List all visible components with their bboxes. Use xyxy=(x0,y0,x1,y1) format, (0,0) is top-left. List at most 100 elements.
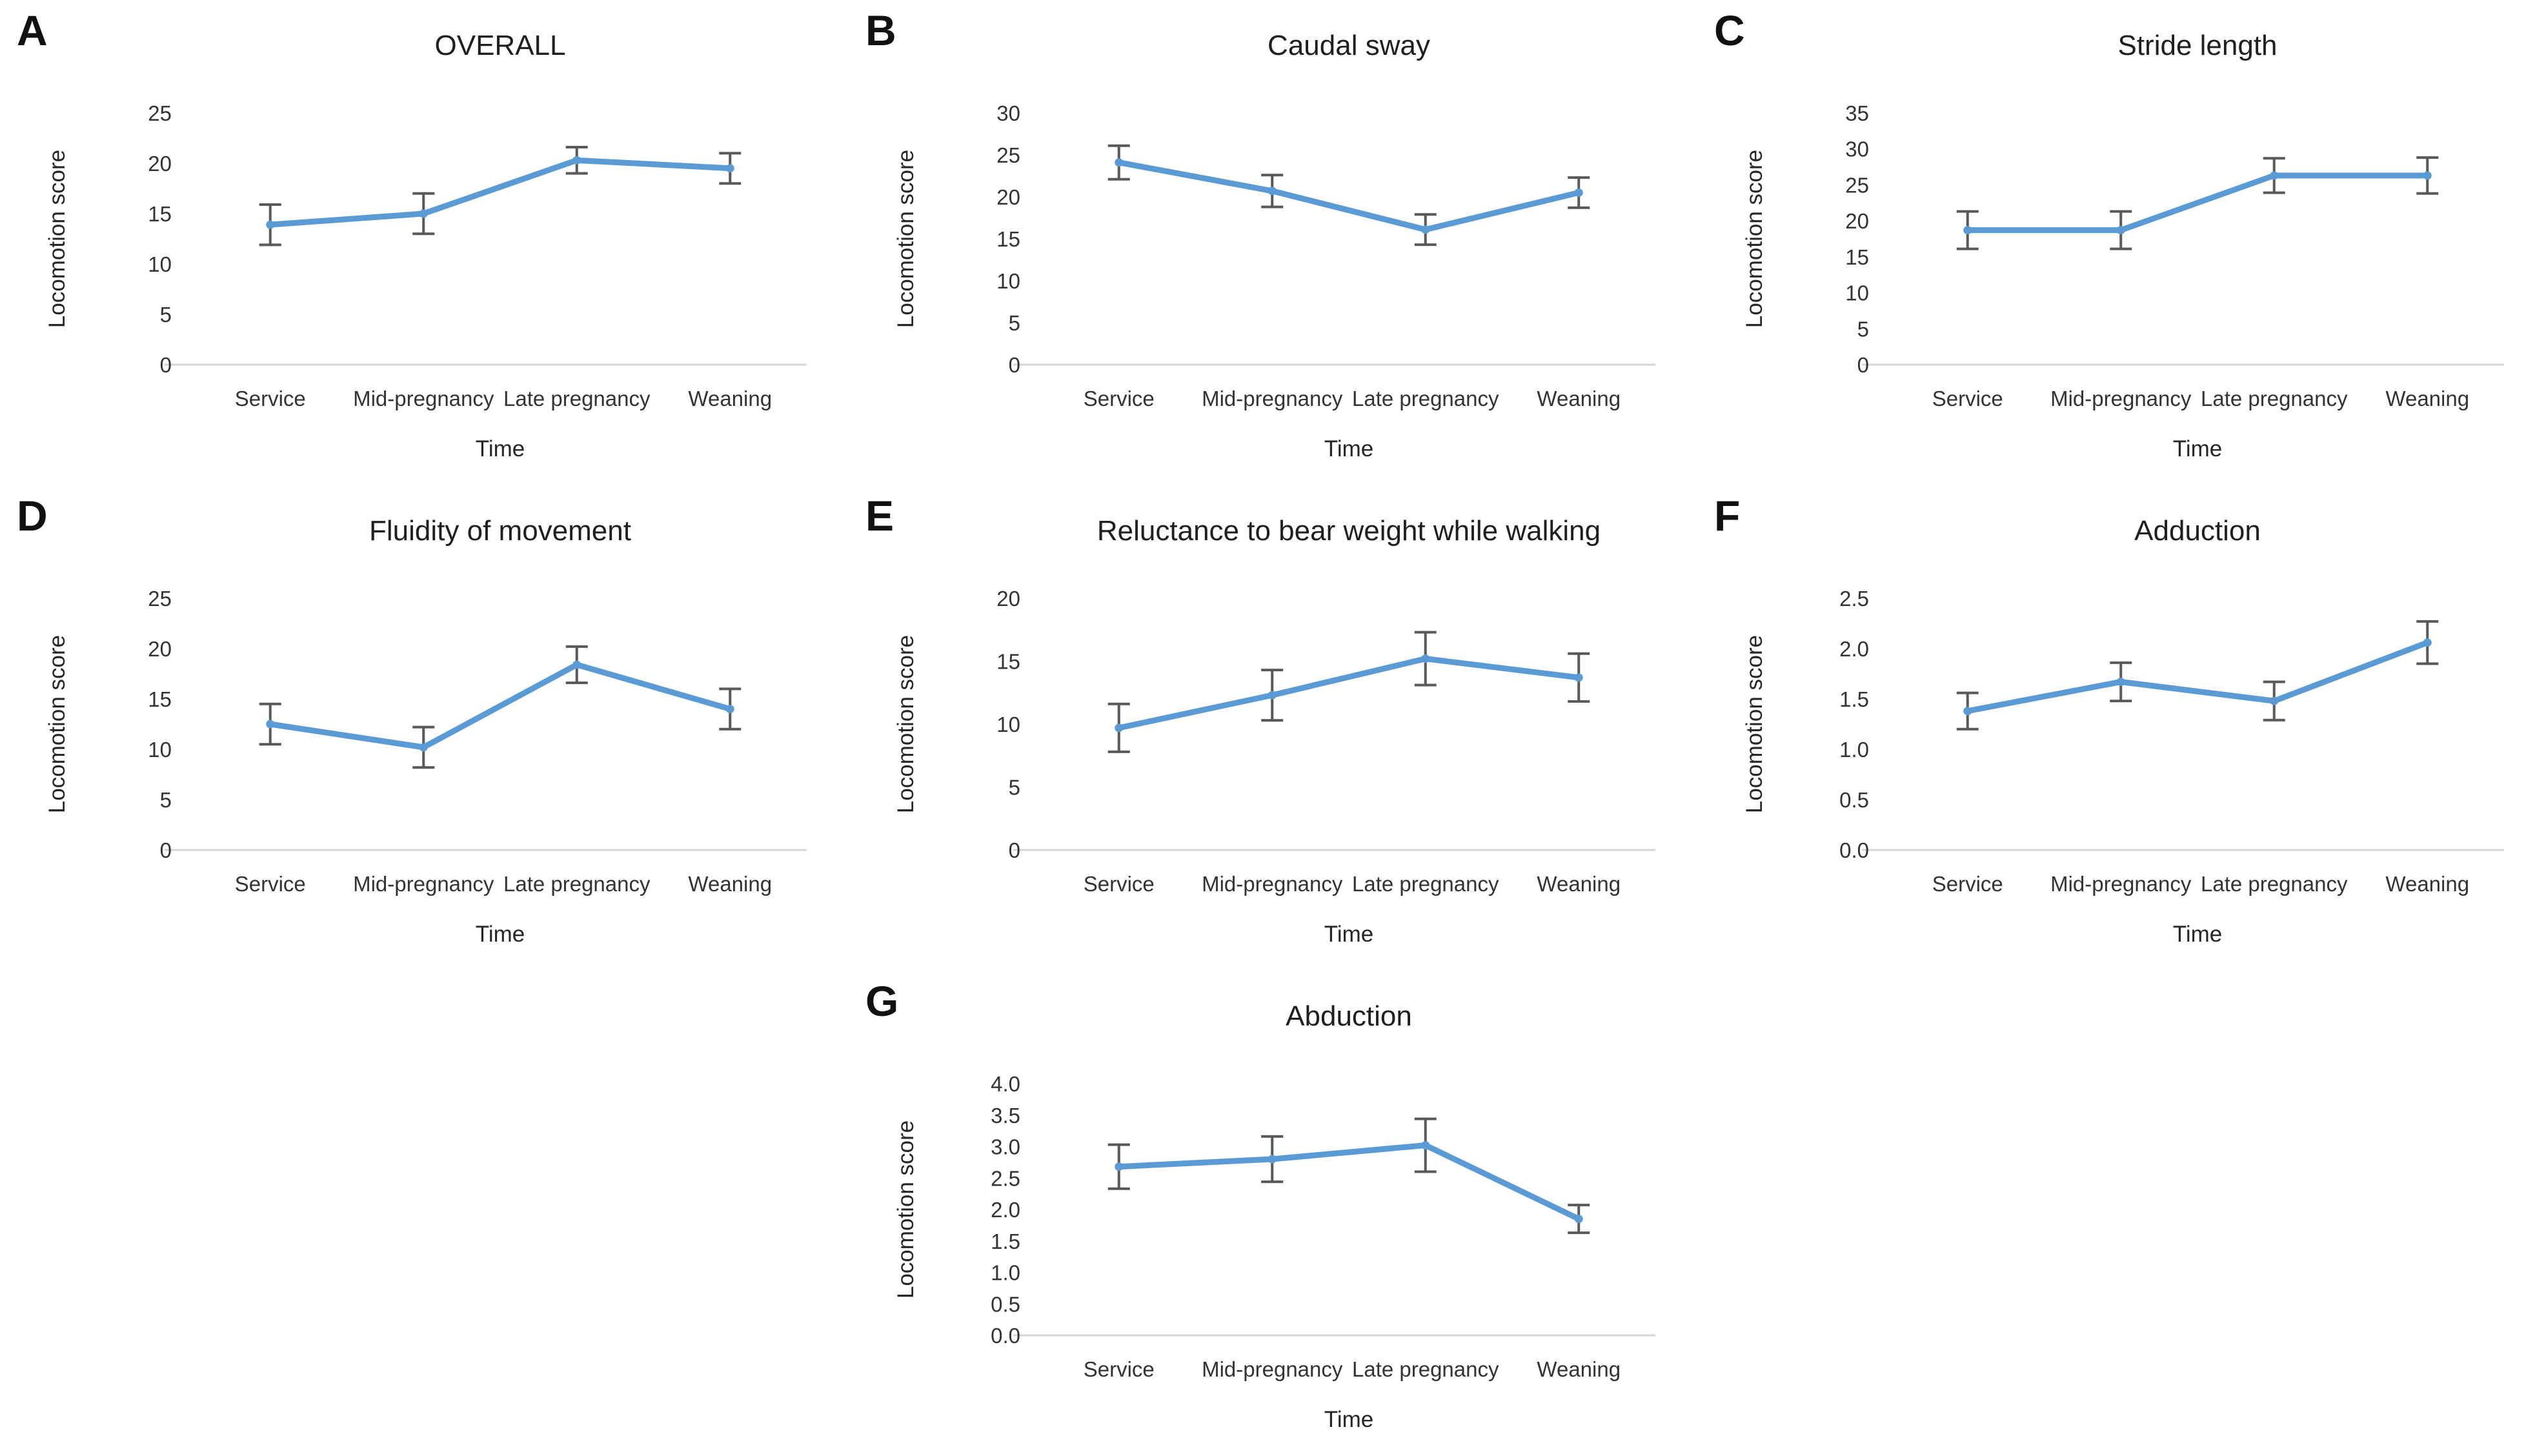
category-label: Service xyxy=(1084,387,1155,410)
y-tick-label: 0 xyxy=(160,353,172,377)
y-tick-label: 0 xyxy=(1857,353,1869,377)
y-tick-label: 1.0 xyxy=(991,1261,1020,1285)
y-tick-label: 30 xyxy=(996,101,1020,125)
data-point xyxy=(2270,171,2279,180)
data-point xyxy=(1963,707,1972,716)
line-chart: 0.0 0.5 1.0 1.5 2.0 2.5 3.0 3.5 4.0 Service Mid-pr… xyxy=(893,1072,1655,1432)
y-tick-label: 20 xyxy=(996,185,1020,209)
data-point xyxy=(2116,677,2125,686)
x-axis-title: Time xyxy=(476,436,525,461)
data-point xyxy=(1963,226,1972,235)
category-label: Weaning xyxy=(1537,872,1621,896)
y-axis-title: Locomotion score xyxy=(893,1120,918,1299)
y-tick-label: 15 xyxy=(996,650,1020,674)
category-label: Mid-pregnancy xyxy=(353,872,494,896)
category-label: Mid-pregnancy xyxy=(353,387,494,410)
chart-title: Fluidity of movement xyxy=(369,515,631,547)
y-tick-label: 5 xyxy=(1857,317,1869,341)
data-point xyxy=(1115,723,1124,733)
panel-letter: E xyxy=(865,492,894,540)
panel-e-reluctance: E Reluctance to bear weight while walkin… xyxy=(849,485,1697,971)
y-tick-label: 0 xyxy=(160,838,172,862)
y-axis-title: Locomotion score xyxy=(1742,150,1767,328)
category-label: Weaning xyxy=(1537,387,1621,410)
y-tick-label: 0.5 xyxy=(1839,788,1869,812)
y-tick-label: 30 xyxy=(1845,137,1869,161)
y-tick-label: 0 xyxy=(1009,353,1020,377)
panel-d-fluidity: D Fluidity of movement 0 5 10 15 20 25 Service… xyxy=(0,485,849,971)
line-chart: 0 5 10 15 20 25 Service Mid-pregnancy Late pregn… xyxy=(45,101,807,461)
y-tick-label: 2.5 xyxy=(991,1166,1020,1190)
y-tick-label: 1.0 xyxy=(1839,738,1869,762)
data-point xyxy=(419,743,428,752)
category-label: Service xyxy=(235,872,306,896)
y-axis-title: Locomotion score xyxy=(893,635,918,813)
data-point xyxy=(1574,673,1583,682)
data-point xyxy=(1268,691,1277,700)
category-label: Service xyxy=(1932,387,2003,410)
y-tick-label: 1.5 xyxy=(1839,687,1869,711)
data-point xyxy=(1115,1162,1124,1171)
y-tick-label: 4.0 xyxy=(991,1072,1020,1096)
y-tick-label: 20 xyxy=(148,152,172,176)
panel-letter: F xyxy=(1714,492,1741,540)
category-label: Late pregnancy xyxy=(2201,872,2348,896)
y-axis-title: Locomotion score xyxy=(1742,635,1767,813)
category-label: Weaning xyxy=(688,872,772,896)
series-line xyxy=(1965,172,2430,234)
y-tick-label: 25 xyxy=(1845,173,1869,197)
x-axis-title: Time xyxy=(2173,436,2222,461)
panel-letter: A xyxy=(17,6,48,54)
y-tick-label: 35 xyxy=(1845,101,1869,125)
category-label: Mid-pregnancy xyxy=(2050,387,2192,410)
data-point xyxy=(2423,171,2432,180)
y-tick-label: 10 xyxy=(996,269,1020,293)
y-tick-label: 0.0 xyxy=(1839,838,1869,862)
category-label: Late pregnancy xyxy=(1352,1357,1499,1381)
panel-letter: G xyxy=(865,977,899,1025)
category-label: Mid-pregnancy xyxy=(1202,387,1343,410)
data-point xyxy=(266,220,275,229)
y-tick-label: 15 xyxy=(1845,245,1869,269)
data-point xyxy=(1421,654,1430,663)
series-line xyxy=(1965,640,2430,714)
y-tick-label: 2.0 xyxy=(1839,637,1869,661)
y-tick-label: 2.5 xyxy=(1839,587,1869,611)
y-tick-label: 5 xyxy=(160,303,172,327)
data-point xyxy=(725,164,734,173)
y-tick-label: 25 xyxy=(996,143,1020,167)
x-axis-title: Time xyxy=(1324,1407,1373,1432)
data-point xyxy=(1115,158,1124,167)
category-label: Late pregnancy xyxy=(1352,387,1499,410)
x-axis-title: Time xyxy=(476,922,525,947)
line-chart: 0 5 10 15 20 25 Service Mid-pregnancy Late pregn… xyxy=(45,587,807,947)
x-axis-title: Time xyxy=(1324,436,1373,461)
panel-a-overall: A OVERALL 0 5 10 15 20 25 Service Mid-pregnancy… xyxy=(0,0,849,485)
y-tick-label: 2.0 xyxy=(991,1198,1020,1222)
y-tick-label: 5 xyxy=(1009,311,1020,335)
panel-f-adduction: F Adduction 0.0 0.5 1.0 1.5 2.0 2.5 Service Mid… xyxy=(1697,485,2546,971)
y-axis-title: Locomotion score xyxy=(45,635,70,813)
category-label: Mid-pregnancy xyxy=(2050,872,2192,896)
y-tick-label: 25 xyxy=(148,587,172,611)
y-tick-label: 0.5 xyxy=(991,1292,1020,1316)
line-chart: 0 5 10 15 20 25 30 35 Service Mid-pregnancy Late p… xyxy=(1742,101,2504,461)
y-tick-label: 25 xyxy=(148,101,172,125)
series-line xyxy=(1116,656,1582,731)
y-tick-label: 15 xyxy=(148,687,172,711)
data-point xyxy=(1421,1141,1430,1150)
series-line xyxy=(1116,159,1582,233)
category-label: Late pregnancy xyxy=(1352,872,1499,896)
series-line xyxy=(267,157,733,228)
data-point xyxy=(1574,188,1583,197)
panel-letter: D xyxy=(17,492,48,540)
y-tick-label: 15 xyxy=(996,227,1020,251)
y-tick-label: 10 xyxy=(148,252,172,276)
y-tick-label: 3.5 xyxy=(991,1104,1020,1127)
panel-c-stride-length: C Stride length 0 5 10 15 20 25 30 35 Service Mid… xyxy=(1697,0,2546,485)
y-axis-title: Locomotion score xyxy=(45,150,70,328)
y-tick-label: 10 xyxy=(996,713,1020,736)
line-chart: 0 5 10 15 20 Service Mid-pregnancy Late pregnan… xyxy=(893,587,1655,947)
y-tick-label: 15 xyxy=(148,202,172,226)
chart-title: Adduction xyxy=(2134,515,2261,547)
